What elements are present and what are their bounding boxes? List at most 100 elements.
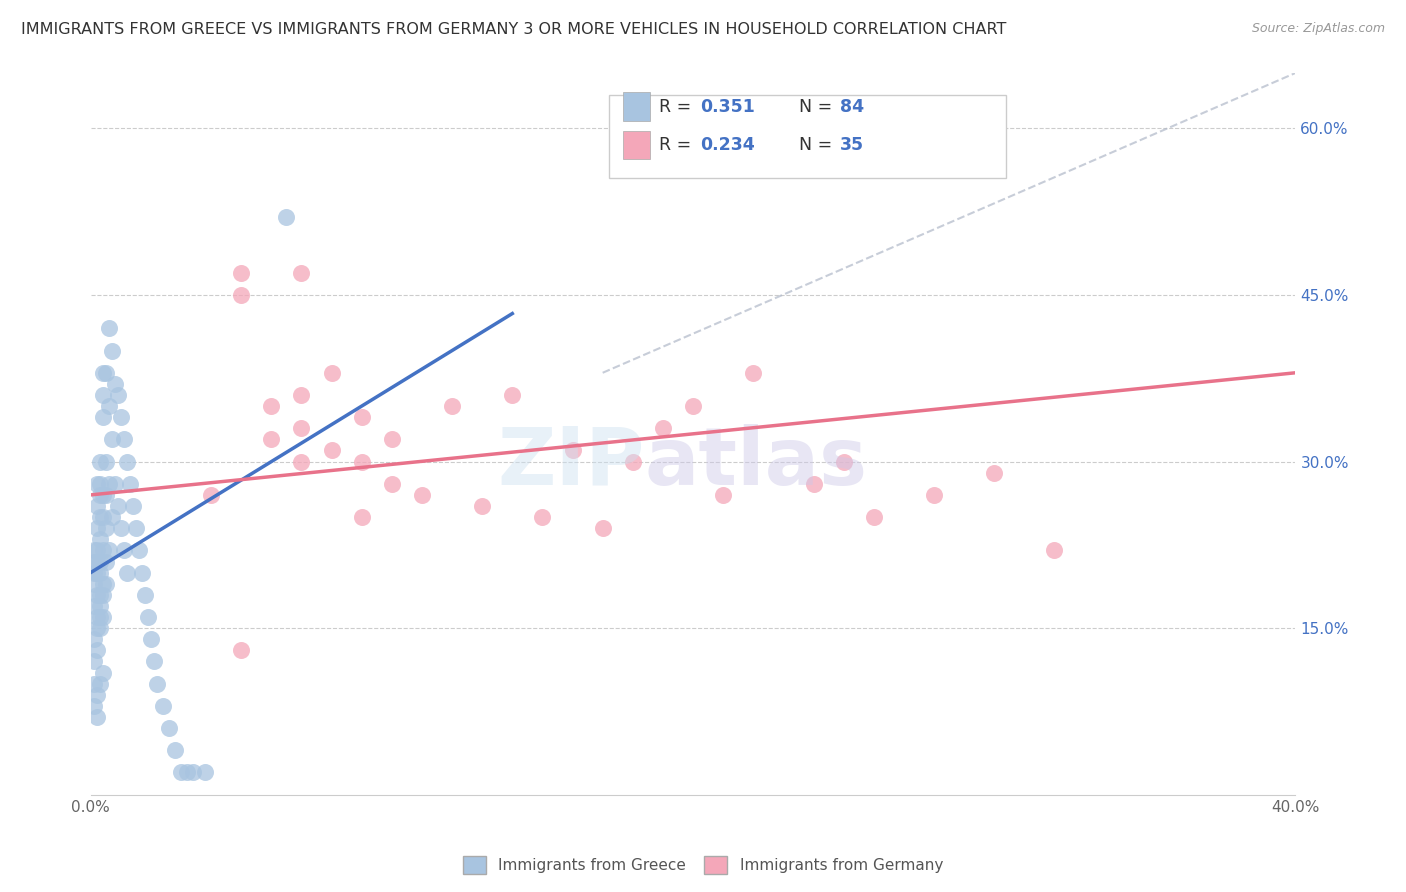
Point bbox=[381, 433, 404, 447]
Point bbox=[157, 721, 180, 735]
Point bbox=[142, 655, 165, 669]
Point bbox=[290, 454, 312, 468]
Point bbox=[125, 521, 148, 535]
Point bbox=[83, 655, 105, 669]
Point bbox=[115, 566, 138, 580]
Point bbox=[112, 543, 135, 558]
Bar bbox=[623, 130, 650, 160]
Point bbox=[89, 566, 111, 580]
Point bbox=[89, 621, 111, 635]
Point bbox=[350, 410, 373, 425]
Text: atlas: atlas bbox=[645, 424, 868, 501]
Point bbox=[86, 476, 108, 491]
Point bbox=[89, 588, 111, 602]
Point bbox=[321, 443, 343, 458]
Point bbox=[89, 476, 111, 491]
Point bbox=[91, 588, 114, 602]
Point bbox=[91, 488, 114, 502]
Point bbox=[260, 433, 283, 447]
Text: Source: ZipAtlas.com: Source: ZipAtlas.com bbox=[1251, 22, 1385, 36]
Point bbox=[83, 576, 105, 591]
Point bbox=[104, 376, 127, 391]
Point bbox=[94, 366, 117, 380]
Point bbox=[471, 499, 494, 513]
Bar bbox=[623, 93, 650, 121]
Text: ZIP: ZIP bbox=[498, 424, 645, 501]
Point bbox=[89, 676, 111, 690]
Point bbox=[290, 388, 312, 402]
Point bbox=[411, 488, 433, 502]
Point bbox=[83, 599, 105, 613]
Point bbox=[231, 266, 253, 280]
Point bbox=[86, 621, 108, 635]
Point bbox=[83, 555, 105, 569]
Text: R =: R = bbox=[659, 136, 697, 154]
Point bbox=[922, 488, 945, 502]
Point bbox=[832, 454, 855, 468]
Point bbox=[86, 555, 108, 569]
Point bbox=[89, 599, 111, 613]
Point bbox=[115, 454, 138, 468]
Point bbox=[321, 366, 343, 380]
Point bbox=[350, 454, 373, 468]
Point bbox=[94, 555, 117, 569]
Text: 35: 35 bbox=[839, 136, 865, 154]
Point bbox=[94, 576, 117, 591]
Text: 84: 84 bbox=[839, 98, 865, 116]
Text: R =: R = bbox=[659, 98, 697, 116]
Point bbox=[983, 466, 1005, 480]
Point bbox=[128, 543, 150, 558]
Point bbox=[176, 765, 198, 780]
Point bbox=[260, 399, 283, 413]
Point bbox=[86, 643, 108, 657]
Point bbox=[862, 510, 884, 524]
Text: N =: N = bbox=[799, 98, 838, 116]
Point bbox=[91, 543, 114, 558]
Point bbox=[91, 410, 114, 425]
Point bbox=[139, 632, 162, 647]
Legend: Immigrants from Greece, Immigrants from Germany: Immigrants from Greece, Immigrants from … bbox=[457, 850, 949, 880]
Point bbox=[146, 676, 169, 690]
Point bbox=[89, 510, 111, 524]
Point bbox=[276, 211, 298, 225]
Point bbox=[86, 566, 108, 580]
Point bbox=[107, 388, 129, 402]
Point bbox=[97, 476, 120, 491]
Point bbox=[1043, 543, 1066, 558]
Point bbox=[86, 499, 108, 513]
Point bbox=[91, 388, 114, 402]
Point bbox=[501, 388, 523, 402]
Point bbox=[742, 366, 765, 380]
Point bbox=[200, 488, 222, 502]
Point bbox=[100, 343, 122, 358]
Point bbox=[97, 543, 120, 558]
Point bbox=[83, 543, 105, 558]
Point bbox=[86, 710, 108, 724]
Point bbox=[110, 410, 132, 425]
Point bbox=[110, 521, 132, 535]
Point bbox=[83, 698, 105, 713]
Text: IMMIGRANTS FROM GREECE VS IMMIGRANTS FROM GERMANY 3 OR MORE VEHICLES IN HOUSEHOL: IMMIGRANTS FROM GREECE VS IMMIGRANTS FRO… bbox=[21, 22, 1007, 37]
Point bbox=[621, 454, 644, 468]
Point bbox=[94, 521, 117, 535]
Point bbox=[89, 533, 111, 547]
Point bbox=[531, 510, 554, 524]
Text: N =: N = bbox=[799, 136, 838, 154]
Point bbox=[118, 476, 141, 491]
Point bbox=[121, 499, 143, 513]
Point bbox=[194, 765, 217, 780]
Point bbox=[134, 588, 156, 602]
Point bbox=[86, 588, 108, 602]
Point bbox=[86, 610, 108, 624]
Point bbox=[86, 521, 108, 535]
Point bbox=[181, 765, 204, 780]
Text: 0.351: 0.351 bbox=[700, 98, 755, 116]
Point bbox=[89, 610, 111, 624]
Point bbox=[83, 566, 105, 580]
Point bbox=[100, 510, 122, 524]
Point bbox=[441, 399, 464, 413]
Point bbox=[83, 676, 105, 690]
Point bbox=[91, 665, 114, 680]
Point bbox=[112, 433, 135, 447]
Text: 0.234: 0.234 bbox=[700, 136, 755, 154]
